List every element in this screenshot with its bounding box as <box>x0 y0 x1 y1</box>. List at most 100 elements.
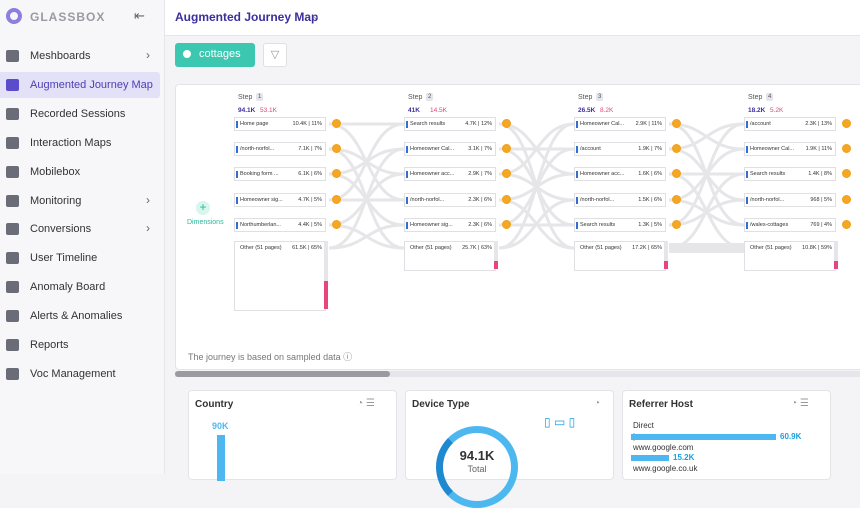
nav-item[interactable]: Interaction Maps <box>0 130 160 156</box>
referrer-label: www.google.com <box>633 443 694 452</box>
page-value: 10.8K | 59% <box>802 245 832 251</box>
page-title[interactable]: Augmented Journey Map <box>175 10 319 24</box>
insight-icon[interactable] <box>332 144 341 153</box>
page-node[interactable]: Northumberlan... 4.4K | 5% <box>234 218 326 232</box>
scroll-thumb[interactable] <box>175 371 390 377</box>
nav-item[interactable]: Reports <box>0 332 160 358</box>
insight-icon[interactable] <box>332 195 341 204</box>
nav-item[interactable]: Meshboards › <box>0 43 160 69</box>
page-node[interactable]: Homeowner sig... 2.3K | 6% <box>404 218 496 232</box>
page-node[interactable]: /wales-cottages 769 | 4% <box>744 218 836 232</box>
page-node[interactable]: /account 1.9K | 7% <box>574 142 666 156</box>
insight-icon[interactable] <box>502 220 511 229</box>
page-value: 61.5K | 65% <box>292 245 322 251</box>
insight-icon[interactable] <box>502 195 511 204</box>
insight-icon[interactable] <box>672 119 681 128</box>
referrer-bar <box>631 455 669 461</box>
nav-item[interactable]: Voc Management <box>0 361 160 387</box>
insight-icon[interactable] <box>332 119 341 128</box>
insight-icon[interactable] <box>672 195 681 204</box>
nav-label: Interaction Maps <box>30 136 112 149</box>
filter-button[interactable]: ▽ <box>263 43 287 67</box>
insight-icon[interactable] <box>332 220 341 229</box>
page-node[interactable]: Booking form ... 6.1K | 6% <box>234 167 326 181</box>
chip-label: cottages <box>199 48 241 60</box>
page-name: Other (51 pages) <box>410 245 452 251</box>
nav-chevron: › <box>146 48 150 62</box>
nav-item[interactable]: Conversions › <box>0 216 160 242</box>
logo <box>6 8 22 24</box>
page-node[interactable]: Search results 4.7K | 12% <box>404 117 496 131</box>
page-name: Other (51 pages) <box>240 245 282 251</box>
collapse-button[interactable]: ⇤ <box>134 8 145 23</box>
insight-icon[interactable] <box>842 169 851 178</box>
page-node[interactable]: Other (51 pages) 25.7K | 63% <box>404 241 496 271</box>
insight-icon[interactable] <box>502 144 511 153</box>
insight-icon[interactable] <box>332 169 341 178</box>
nav-item[interactable]: User Timeline <box>0 245 160 271</box>
page-value: 2.9K | 7% <box>468 171 492 177</box>
page-node[interactable]: Search results 1.3K | 5% <box>574 218 666 232</box>
page-node[interactable]: /north-norfol... 968 | 5% <box>744 193 836 207</box>
page-node[interactable]: Search results 1.4K | 8% <box>744 167 836 181</box>
node-marker <box>576 171 578 178</box>
page-value: 1.5K | 6% <box>638 197 662 203</box>
page-node[interactable]: Homeowner Cal... 1.9K | 11% <box>744 142 836 156</box>
page-node[interactable]: Homeowner sig... 4.7K | 5% <box>234 193 326 207</box>
card-tools[interactable]: ◔ ☰ <box>357 398 375 409</box>
insight-icon[interactable] <box>672 144 681 153</box>
nav-item[interactable]: Anomaly Board <box>0 274 160 300</box>
step-label: Step <box>408 94 423 101</box>
page-node[interactable]: Homeowner acc... 1.6K | 6% <box>574 167 666 181</box>
step-total: 18.2K <box>748 107 766 114</box>
dropoff-fill <box>834 261 838 269</box>
page-node[interactable]: /account 2.3K | 13% <box>744 117 836 131</box>
page-name: Homeowner sig... <box>410 222 453 228</box>
nav-item[interactable]: Monitoring › <box>0 188 160 214</box>
device-icons[interactable]: ▯ ▭ ▯ <box>544 415 576 429</box>
insight-icon[interactable] <box>502 119 511 128</box>
page-node[interactable]: Other (51 pages) 10.8K | 59% <box>744 241 836 271</box>
insight-icon[interactable] <box>842 119 851 128</box>
flow <box>668 172 745 250</box>
page-value: 968 | 5% <box>810 197 832 203</box>
page-node[interactable]: Homeowner acc... 2.9K | 7% <box>404 167 496 181</box>
card-title: Referrer Host <box>629 399 693 410</box>
page-node[interactable]: Other (51 pages) 17.2K | 65% <box>574 241 666 271</box>
filter-chip[interactable]: cottages <box>175 43 255 67</box>
step-dropoff: 53.1K <box>260 107 277 114</box>
step-number: 4 <box>766 93 774 101</box>
page-name: Booking form ... <box>240 171 279 177</box>
nav-item[interactable]: Alerts & Anomalies <box>0 303 160 329</box>
page-node[interactable]: Other (51 pages) 61.5K | 65% <box>234 241 326 311</box>
insight-icon[interactable] <box>672 169 681 178</box>
step-dropoff: 8.2K <box>600 107 614 114</box>
card-tools[interactable]: ◔ ☰ <box>791 398 809 409</box>
country-card: Country ◔ ☰ 90K <box>188 390 397 481</box>
insight-icon[interactable] <box>672 220 681 229</box>
dimensions-button[interactable]: + <box>196 201 210 215</box>
page-name: /north-norfol... <box>580 197 615 203</box>
page-node[interactable]: /north-norfol... 2.3K | 6% <box>404 193 496 207</box>
nav-icon <box>6 367 19 380</box>
insight-icon[interactable] <box>842 220 851 229</box>
nav-item[interactable]: Recorded Sessions <box>0 101 160 127</box>
card-tools[interactable]: ◔ <box>594 398 601 409</box>
page-node[interactable]: Homeowner Cal... 2.9K | 11% <box>574 117 666 131</box>
dimensions-label[interactable]: Dimensions <box>187 219 224 226</box>
page-node[interactable]: Homeowner Cal... 3.1K | 7% <box>404 142 496 156</box>
node-marker <box>746 197 748 204</box>
nav-item[interactable]: Augmented Journey Map <box>0 71 160 98</box>
page-node[interactable]: /north-norfol... 7.1K | 7% <box>234 142 326 156</box>
nav-item[interactable]: Mobilebox <box>0 159 160 185</box>
page-value: 2.3K | 6% <box>468 222 492 228</box>
page-node[interactable]: /north-norfol... 1.5K | 6% <box>574 193 666 207</box>
page-node[interactable]: Home page 10.4K | 11% <box>234 117 326 131</box>
node-marker <box>746 171 748 178</box>
title-dropdown[interactable]: ⌄ <box>311 10 321 22</box>
insight-icon[interactable] <box>842 144 851 153</box>
page-name: Homeowner acc... <box>410 171 455 177</box>
insight-icon[interactable] <box>842 195 851 204</box>
insight-icon[interactable] <box>502 169 511 178</box>
page-value: 17.2K | 65% <box>632 245 662 251</box>
